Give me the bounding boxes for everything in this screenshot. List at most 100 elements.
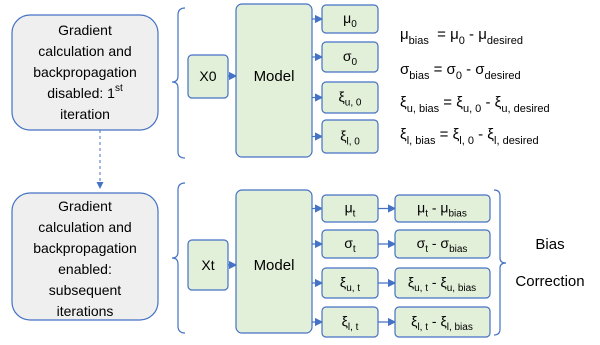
- math-text: ξu, 0: [339, 88, 362, 108]
- subscript: l, bias: [447, 322, 473, 333]
- math-text: σt - σbias: [417, 235, 468, 255]
- subscript: u, bias: [447, 283, 476, 294]
- symbol: ξ: [408, 274, 414, 290]
- line-text: subsequent: [49, 282, 122, 298]
- subscript: t: [353, 244, 356, 255]
- subscript: u, 0: [463, 103, 481, 115]
- symbol: ξ: [411, 313, 417, 329]
- symbol: = ξ: [439, 94, 463, 111]
- math-text: σbias = σ0 - σdesired: [400, 61, 521, 82]
- line-text: calculation and: [38, 219, 131, 235]
- superscript: st: [115, 83, 123, 94]
- bias-correction-label: Bias: [535, 236, 564, 253]
- symbol: - ξ: [428, 274, 447, 290]
- symbol: μ: [343, 10, 351, 26]
- line-text: iteration: [60, 106, 110, 122]
- symbol: - μ: [428, 199, 449, 215]
- symbol: - σ: [428, 235, 449, 251]
- output-box: [321, 41, 379, 73]
- symbol: ξ: [342, 313, 348, 329]
- line-text: Gradient: [58, 198, 112, 214]
- subscript: 0: [456, 70, 462, 82]
- symbol: - ξ: [474, 126, 494, 143]
- math-text: μt: [345, 199, 356, 219]
- subscript: l, bias: [407, 135, 436, 147]
- math-text: ξl, 0: [340, 127, 360, 147]
- model-box: [235, 3, 313, 158]
- bracket: [493, 189, 507, 336]
- result-box: [394, 306, 491, 338]
- subscript: u, t: [414, 283, 428, 294]
- line-text: backpropagation: [33, 64, 137, 80]
- math-text: μt - μbias: [417, 199, 467, 219]
- math-text: ξl, t: [342, 313, 359, 333]
- line-text: iterations: [57, 303, 114, 319]
- symbol: ξ: [400, 94, 407, 111]
- output-box: [321, 81, 379, 114]
- line-text: backpropagation: [33, 240, 137, 256]
- subscript: 0: [459, 35, 465, 47]
- symbol: σ: [344, 235, 353, 251]
- condition-box: [11, 14, 159, 131]
- subscript: 0: [351, 19, 357, 30]
- symbol: ξ: [340, 274, 346, 290]
- math-text: ξu, t - ξu, bias: [408, 274, 476, 294]
- math-text: ξu, bias = ξu, 0 - ξu, desired: [400, 94, 550, 115]
- subscript: desired: [485, 70, 521, 82]
- symbol: - ξ: [481, 94, 501, 111]
- math-text: ξu, t: [340, 274, 360, 294]
- subscript: l, t: [417, 322, 428, 333]
- symbol: - μ: [465, 26, 487, 43]
- symbol: X: [201, 257, 211, 273]
- model-box: [235, 189, 313, 334]
- line-text: calculation and: [38, 43, 131, 59]
- subscript: t: [425, 209, 428, 220]
- subscript: u, bias: [407, 103, 440, 115]
- line-text: enabled:: [58, 261, 112, 277]
- math-text: σt: [344, 235, 356, 255]
- symbol: - ξ: [428, 313, 447, 329]
- symbol: μ: [400, 26, 409, 43]
- result-box: [394, 267, 491, 299]
- subscript: l, 0: [346, 137, 360, 148]
- condition-line: calculation and: [38, 43, 131, 59]
- bracket: [171, 7, 186, 159]
- symbol: = σ: [429, 61, 456, 78]
- symbol: = ξ: [435, 126, 459, 143]
- output-box: [321, 119, 379, 154]
- subscript: l, desired: [494, 135, 539, 147]
- subscript: t: [353, 209, 356, 220]
- subscript: bias: [449, 244, 467, 255]
- symbol: ξ: [340, 127, 346, 143]
- condition-line: Gradient: [58, 198, 112, 214]
- subscript: l, t: [348, 322, 359, 333]
- result-box: [394, 229, 491, 259]
- condition-line: calculation and: [38, 219, 131, 235]
- subscript: u, t: [346, 283, 360, 294]
- symbol: t: [211, 257, 215, 273]
- subscript: 0: [352, 57, 358, 68]
- line-text: disabled: 1: [47, 85, 115, 101]
- subscript: bias: [449, 209, 467, 220]
- subscript: bias: [409, 70, 430, 82]
- math-text: σ0: [343, 48, 358, 68]
- math-text: ξl, t - ξl, bias: [411, 313, 473, 333]
- symbol: ξ: [339, 88, 345, 104]
- subscript: l, 0: [459, 135, 474, 147]
- symbol: μ: [417, 199, 425, 215]
- output-box: [321, 4, 379, 34]
- math-text: μbias = μ0 - μdesired: [400, 26, 523, 47]
- model-label: Model: [254, 68, 295, 85]
- subscript: u, desired: [501, 103, 549, 115]
- math-text: X0: [199, 68, 216, 84]
- bracket: [171, 182, 186, 334]
- condition-line: disabled: 1st: [47, 83, 123, 101]
- symbol: ξ: [400, 126, 407, 143]
- subscript: desired: [487, 35, 523, 47]
- symbol: σ: [417, 235, 426, 251]
- condition-line: iteration: [60, 106, 110, 122]
- model-label: Model: [254, 257, 295, 274]
- line-text: Gradient: [58, 22, 112, 38]
- condition-line: subsequent: [49, 282, 122, 298]
